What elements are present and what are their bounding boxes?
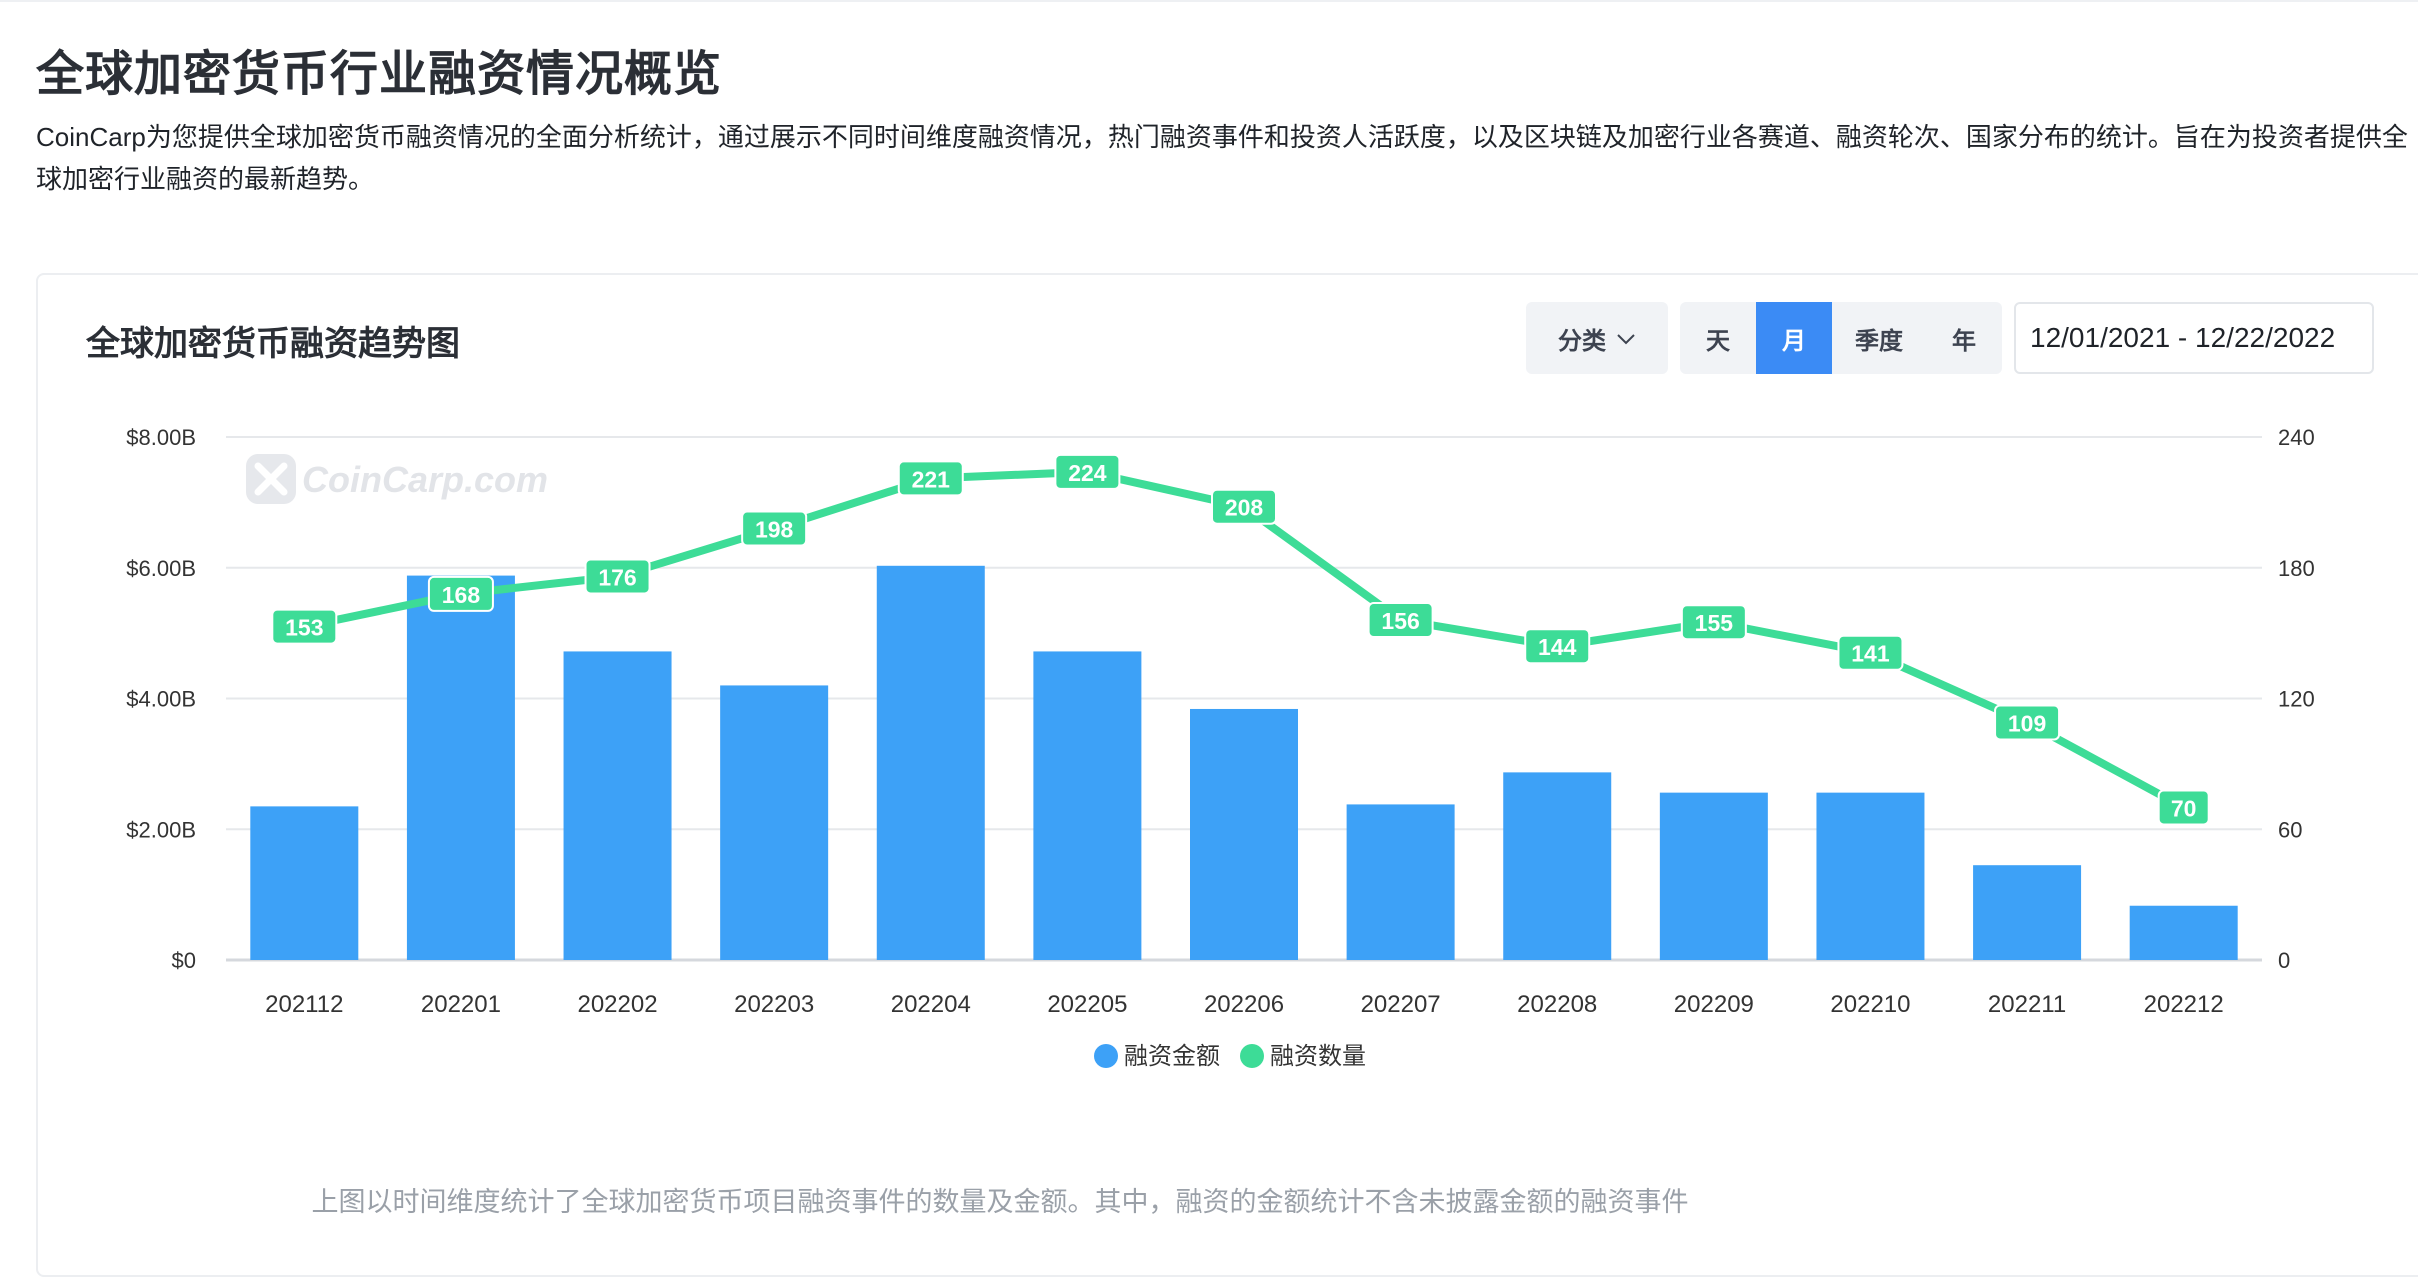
- chart-title: 全球加密货币融资趋势图: [86, 325, 460, 363]
- legend-label: 融资金额: [1124, 1043, 1220, 1070]
- data-label: 208: [1225, 495, 1264, 521]
- bar: [1659, 792, 1768, 960]
- bar: [2129, 905, 2238, 960]
- data-label: 221: [912, 466, 951, 492]
- y-right-tick-label: 120: [2278, 687, 2315, 712]
- data-label: 144: [1538, 634, 1577, 660]
- y-right-tick-label: 0: [2278, 948, 2290, 973]
- chart-footnote: 上图以时间维度统计了全球加密货币项目融资事件的数量及金额。其中，融资的金额统计不…: [311, 1187, 1689, 1217]
- y-right-tick-label: 60: [2278, 817, 2302, 842]
- top-border: [0, 0, 2418, 2]
- y-left-tick-label: $4.00B: [126, 687, 196, 712]
- bar: [1346, 804, 1455, 960]
- data-label-box: [427, 575, 494, 612]
- page-intro: CoinCarp为您提供全球加密货币融资情况的全面分析统计，通过展示不同时间维度…: [36, 122, 2408, 194]
- data-label-box: [1837, 634, 1904, 671]
- data-label-box: [2157, 789, 2210, 826]
- bar: [876, 565, 985, 960]
- watermark: CoinCarp.com: [246, 454, 548, 504]
- data-label-box: [1994, 704, 2061, 741]
- x-tick-label: 202211: [1988, 991, 2066, 1018]
- data-label-box: [1211, 488, 1277, 525]
- y-right-tick-label: 240: [2278, 425, 2315, 450]
- bar: [1816, 792, 1925, 960]
- data-label: 70: [2171, 795, 2197, 821]
- bar: [720, 685, 829, 960]
- bar: [1033, 651, 1142, 960]
- x-tick-label: 202112: [265, 991, 343, 1018]
- data-label: 109: [2008, 710, 2046, 736]
- x-tick-label: 202201: [421, 991, 501, 1018]
- legend-marker: [1240, 1044, 1264, 1068]
- period-quarter-button[interactable]: 季度: [1855, 327, 1903, 355]
- period-month-button[interactable]: 月: [1756, 302, 1832, 374]
- data-label: 176: [598, 564, 636, 590]
- x-tick-label: 202202: [577, 991, 657, 1018]
- page-title: 全球加密货币行业融资情况概览: [36, 48, 723, 101]
- data-label-box: [897, 460, 964, 497]
- y-left-tick-label: $2.00B: [126, 817, 196, 842]
- legend-label: 融资数量: [1270, 1043, 1366, 1070]
- watermark-text: CoinCarp.com: [302, 459, 548, 500]
- bar: [1973, 865, 2082, 960]
- category-label: 分类: [1558, 327, 1606, 355]
- bar: [1503, 772, 1612, 960]
- data-label-box: [741, 510, 808, 547]
- data-label-box: [1054, 453, 1121, 490]
- chevron-down-icon: [1616, 325, 1636, 351]
- x-tick-label: 202207: [1361, 991, 1441, 1018]
- data-label: 224: [1068, 460, 1107, 486]
- data-label: 141: [1851, 641, 1890, 667]
- period-day-button[interactable]: 天: [1706, 327, 1730, 355]
- data-label: 198: [755, 517, 794, 543]
- data-label-box: [584, 558, 651, 595]
- x-tick-label: 202210: [1830, 991, 1910, 1018]
- y-right-tick-label: 180: [2278, 556, 2315, 581]
- x-tick-label: 202212: [2144, 991, 2224, 1018]
- period-year-button[interactable]: 年: [1952, 327, 1976, 355]
- x-tick-label: 202206: [1204, 991, 1284, 1018]
- funding-trend-chart: CoinCarp.com $0 0 $2.00B 60 $4.00B 120 $6.00B 1…: [126, 425, 2315, 1070]
- x-tick-label: 202203: [734, 991, 814, 1018]
- data-label: 156: [1381, 608, 1419, 634]
- data-label-box: [1524, 628, 1591, 665]
- data-label-box: [1367, 602, 1434, 639]
- legend-marker: [1094, 1044, 1118, 1068]
- period-toggle: 天 月 季度 年: [1680, 302, 2002, 374]
- bar: [406, 575, 515, 960]
- date-range-picker[interactable]: 12/01/2021 - 12/22/2022: [2014, 302, 2374, 374]
- data-label-box: [1680, 604, 1747, 641]
- category-dropdown[interactable]: 分类: [1526, 302, 1668, 374]
- x-tick-label: 202205: [1047, 991, 1127, 1018]
- x-tick-label: 202208: [1517, 991, 1597, 1018]
- y-left-tick-label: $8.00B: [126, 425, 196, 450]
- data-label-box: [271, 608, 338, 645]
- y-left-tick-label: $6.00B: [126, 556, 196, 581]
- x-tick-label: 202204: [891, 991, 971, 1018]
- x-tick-label: 202209: [1674, 991, 1754, 1018]
- data-label: 155: [1695, 610, 1734, 636]
- bar: [563, 651, 672, 960]
- bar: [250, 806, 359, 960]
- bar: [1190, 708, 1298, 960]
- data-label: 153: [285, 615, 323, 641]
- y-left-tick-label: $0: [172, 948, 196, 973]
- data-label: 168: [442, 582, 481, 608]
